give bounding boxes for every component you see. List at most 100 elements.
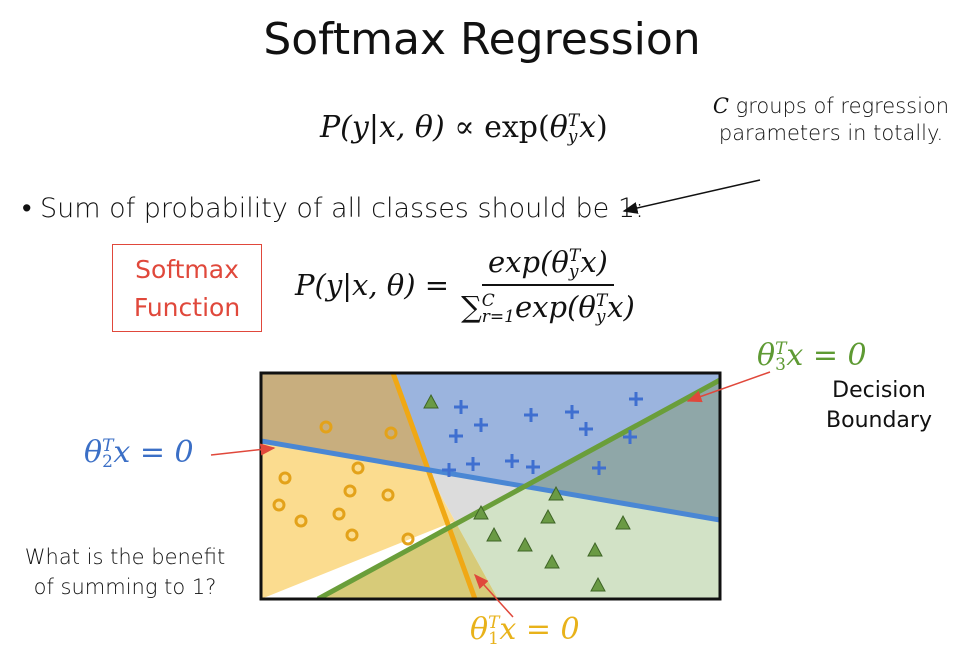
triangle-marker (473, 504, 489, 520)
arrow-green-label (686, 371, 771, 403)
plus-marker (565, 405, 579, 419)
theta3-tail: x = 0 (786, 338, 867, 373)
triangle-marker (517, 536, 533, 552)
theta2-tail: x = 0 (113, 435, 194, 470)
eq1-sub: y (567, 127, 578, 147)
eq1-op: ∝ (454, 110, 475, 145)
class-plus-markers (442, 392, 643, 477)
arrow-yellow-label (473, 573, 514, 618)
plus-marker (526, 460, 540, 474)
circle-marker (272, 498, 286, 512)
triangle-marker (548, 485, 564, 501)
slide-title: Softmax Regression (263, 14, 701, 65)
arrow-blue-label (210, 443, 276, 456)
region-blue (393, 373, 720, 485)
softmax-box-line1: Softmax (135, 255, 239, 284)
theta1-sub: 1 (488, 629, 499, 649)
num-sup: T (568, 246, 581, 266)
arrow-note-to-bullet (622, 179, 761, 214)
den-exp: exp(θ (514, 290, 596, 324)
den-tail: x) (607, 290, 635, 324)
triangle-marker (587, 541, 603, 557)
theta2-sup: T (102, 436, 114, 456)
decision-boundary-label: Decision Boundary (820, 376, 938, 436)
eq1-func: exp (484, 110, 538, 145)
bullet-point: • Sum of probability of all classes shou… (22, 193, 645, 224)
triangle-marker (540, 508, 556, 524)
db-line1: Decision (832, 378, 926, 403)
note-var: C (712, 94, 729, 118)
triangle-marker (590, 576, 606, 592)
plus-marker (474, 418, 488, 432)
boundary-line-yellow (390, 373, 478, 599)
circle-marker (384, 426, 398, 440)
softmax-function-box: Softmax Function (112, 244, 262, 332)
region-green (455, 485, 720, 599)
theta3-base: θ (757, 338, 776, 373)
region-teal (529, 380, 720, 520)
theta3-sub: 3 (775, 355, 786, 375)
triangle-marker (486, 526, 502, 542)
num-sub: y (568, 262, 579, 282)
class-circle-markers (272, 420, 415, 546)
plus-marker (629, 392, 643, 406)
circle-marker (294, 514, 308, 528)
note-line2: parameters in totally. (718, 121, 944, 145)
question-line2: of summing to 1? (33, 575, 217, 599)
den-sup: T (595, 291, 608, 311)
circle-marker (351, 461, 365, 475)
circle-marker (332, 507, 346, 521)
num-exp: exp(θ (488, 245, 569, 279)
plus-marker (592, 461, 606, 475)
triangle-marker (615, 514, 631, 530)
num-tail: x) (580, 245, 608, 279)
den-sum-sub: r=1 (481, 307, 515, 327)
theta1-base: θ (470, 612, 489, 647)
den-sum-sup: C (481, 291, 495, 311)
theta3-sup: T (775, 339, 787, 359)
plus-marker (579, 422, 593, 436)
circle-marker (343, 484, 357, 498)
circle-marker (401, 532, 415, 546)
plus-marker (449, 429, 463, 443)
theta2-base: θ (84, 435, 103, 470)
region-yellow (261, 441, 455, 599)
eq1-lhs: P(y|x, θ) (320, 110, 445, 145)
circle-marker (278, 471, 292, 485)
eq1-theta: θ (549, 110, 568, 145)
triangle-marker (423, 393, 439, 409)
plus-marker (454, 400, 468, 414)
regression-params-note: C groups of regression parameters in tot… (700, 93, 962, 147)
den-sub: y (595, 307, 606, 327)
plus-marker (524, 408, 538, 422)
boundary-line-blue (261, 438, 720, 523)
theta2-sub: 2 (102, 452, 113, 472)
circle-marker (345, 528, 359, 542)
theta1-sup: T (488, 613, 500, 633)
theta1-tail: x = 0 (499, 612, 580, 647)
boundary-line-green (316, 377, 720, 599)
class-triangle-markers (423, 393, 631, 592)
triangle-marker (544, 553, 560, 569)
eq2-lhs: P(y|x, θ) = (295, 268, 450, 302)
benefit-question: What is the benefit of summing to 1? (10, 542, 240, 602)
circle-marker (319, 420, 333, 434)
softmax-box-line2: Function (133, 293, 241, 322)
den-sum: ∑ (461, 290, 482, 324)
region-olive (261, 373, 426, 468)
eq1-tail: x (579, 110, 597, 145)
plus-marker (623, 430, 637, 444)
plus-marker (442, 463, 456, 477)
db-line2: Boundary (826, 408, 932, 433)
question-line1: What is the benefit (24, 545, 226, 569)
note-line1: groups of regression (735, 94, 950, 118)
eq1-sup: T (567, 111, 580, 131)
